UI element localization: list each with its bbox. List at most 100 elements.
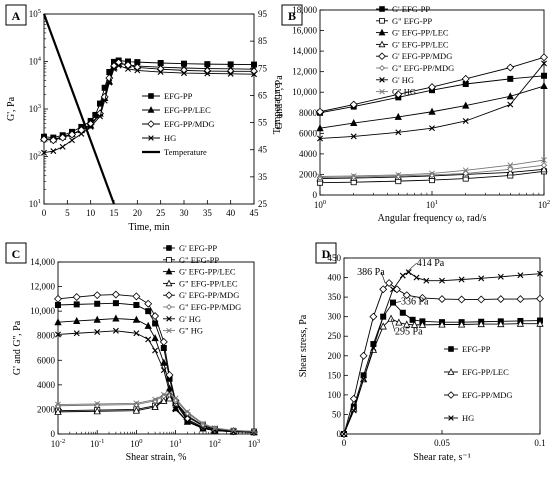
legend-entry: HG — [462, 413, 474, 423]
data-point — [438, 320, 446, 328]
data-point — [55, 301, 62, 308]
x-axis-label: Time, min — [128, 222, 169, 233]
data-point — [133, 330, 140, 337]
data-point — [226, 67, 235, 76]
data-point — [462, 118, 469, 124]
series-6 — [317, 60, 547, 142]
x-tick-label: 10-1 — [90, 438, 104, 449]
x-tick-label: 15 — [110, 208, 120, 218]
data-point — [536, 294, 544, 303]
data-point — [507, 75, 514, 82]
data-point — [93, 291, 102, 300]
data-point — [133, 400, 140, 407]
data-point — [379, 77, 385, 83]
data-point — [73, 330, 80, 337]
y-tick-label: 8000 — [299, 108, 318, 118]
y-tick-label: 14,000 — [292, 46, 317, 56]
data-point — [350, 407, 357, 414]
data-point — [184, 418, 191, 425]
data-point — [540, 81, 548, 90]
data-point — [317, 173, 323, 180]
data-point — [111, 290, 120, 299]
data-point — [73, 316, 81, 324]
data-point — [379, 6, 385, 12]
data-point — [517, 272, 524, 279]
data-point — [112, 314, 120, 322]
y-right-tick-label: 95 — [258, 9, 268, 19]
data-point — [160, 391, 167, 398]
data-point — [379, 17, 385, 24]
data-point — [359, 351, 368, 360]
data-point — [395, 172, 402, 178]
data-point — [184, 408, 191, 415]
data-point — [541, 60, 547, 67]
data-point — [410, 320, 419, 328]
y-tick-label: 250 — [328, 331, 342, 341]
data-point — [112, 327, 119, 334]
data-point — [59, 143, 66, 150]
data-point — [402, 291, 411, 300]
data-point — [157, 69, 164, 76]
annotation-label: 414 Pa — [417, 258, 445, 269]
y-axis-label: G' and G'', Pa — [12, 320, 23, 375]
data-point — [166, 390, 173, 397]
data-point — [94, 400, 101, 407]
y-right-tick-label: 25 — [258, 199, 268, 209]
data-point — [145, 336, 152, 343]
data-point — [316, 107, 324, 116]
data-point — [378, 28, 386, 36]
y-tick-label: 12,000 — [30, 282, 55, 292]
legend-entry: EFG-PP/LEC — [164, 105, 211, 115]
series-5 — [316, 162, 548, 181]
x-tick-label: 30 — [180, 208, 190, 218]
y-tick-label: 4000 — [37, 380, 56, 390]
data-point — [111, 65, 117, 72]
data-point — [537, 270, 543, 277]
y-tick-label: 12,000 — [292, 67, 317, 77]
series-line — [343, 318, 540, 435]
legend: EFG-PP EFG-PP/LEC EFG-PP/MDG HG Temperature — [142, 91, 215, 157]
x-tick-label: 0 — [42, 208, 47, 218]
data-point — [94, 329, 101, 336]
legend-entry: G" EFG-PP/MDG — [179, 302, 241, 312]
data-point — [165, 371, 174, 379]
data-point — [385, 279, 394, 287]
data-point — [461, 74, 470, 83]
y-tick-label: 16,000 — [292, 26, 317, 36]
x-tick-label: 0.05 — [434, 438, 450, 448]
data-point — [447, 368, 455, 375]
y-tick-label: 0 — [337, 429, 342, 439]
y-right-tick-label: 65 — [258, 90, 268, 100]
y-axis-label: G', Pa — [6, 96, 17, 121]
data-point — [390, 286, 396, 293]
data-point — [132, 406, 141, 414]
x-tick-label: 45 — [250, 208, 260, 218]
legend-entry: EFG-PP — [164, 91, 193, 101]
data-point — [147, 106, 155, 113]
series-7 — [55, 390, 257, 435]
y-tick-label: 150 — [328, 370, 342, 380]
data-point — [458, 276, 465, 283]
y-tick-label: 8000 — [37, 331, 56, 341]
data-point — [147, 120, 155, 128]
data-point — [159, 337, 168, 346]
data-point — [379, 285, 388, 294]
data-point — [101, 97, 108, 104]
data-point — [151, 334, 159, 342]
data-point — [448, 346, 454, 352]
data-point — [541, 157, 547, 163]
x-tick-label: 25 — [156, 208, 166, 218]
y-tick-label: 350 — [328, 292, 342, 302]
data-point — [447, 391, 455, 399]
data-point — [93, 315, 101, 323]
y-tick-label: 100 — [328, 390, 342, 400]
legend-entry: G" EFG-PP/LEC — [179, 278, 238, 288]
data-point — [166, 327, 172, 334]
legend: EFG-PP EFG-PP/LEC EFG-PP/MDG HG — [444, 344, 513, 423]
data-point — [152, 396, 159, 403]
data-point — [457, 320, 466, 328]
data-point — [172, 396, 179, 403]
y-right-tick-label: 55 — [258, 118, 268, 128]
plot-frame — [43, 13, 255, 205]
y-tick-label: 6000 — [37, 355, 56, 365]
